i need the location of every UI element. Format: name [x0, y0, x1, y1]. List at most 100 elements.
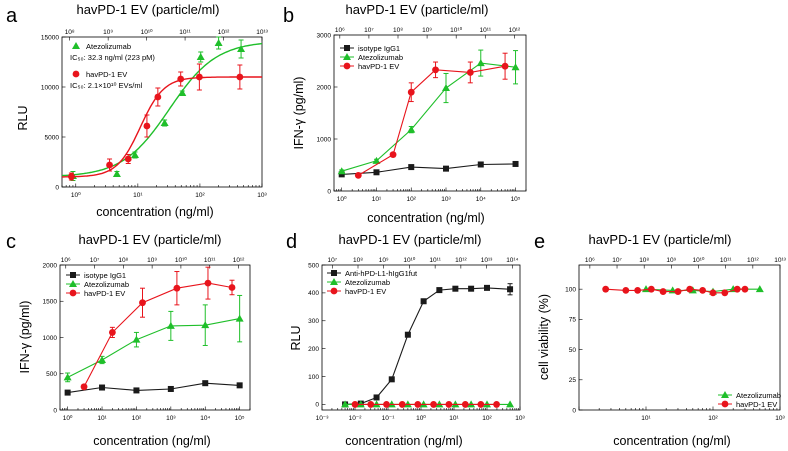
- plot-frame-b: [333, 34, 527, 192]
- legend-marker-d-0: [331, 270, 337, 276]
- plot-frame-a: [61, 36, 263, 188]
- panel-letter-e: e: [534, 231, 545, 253]
- series-e-havpd-1-ev: [602, 285, 749, 297]
- series-line-b-1: [341, 62, 516, 172]
- data-point-b-0: [512, 160, 519, 167]
- data-point-d-0: [452, 285, 459, 292]
- x-tick-label-c: 10⁴: [200, 415, 210, 422]
- data-point-d-0: [373, 394, 380, 401]
- y-axis-label-d: RLU: [289, 325, 303, 350]
- top-x-tick-label-c: 10¹¹: [204, 257, 216, 264]
- data-point-c-0: [202, 380, 209, 387]
- top-x-tick-label-e: 10¹²: [747, 257, 759, 264]
- x-axis-label-a: concentration (ng/ml): [96, 205, 213, 219]
- data-point-d-0: [468, 285, 475, 292]
- data-point-a-1: [236, 73, 244, 81]
- series-c-atezolizumab: [63, 294, 244, 383]
- top-x-tick-label-c: 10⁶: [61, 257, 71, 264]
- x-axis-label-b: concentration (ng/ml): [367, 211, 484, 225]
- data-point-a-1: [154, 93, 162, 101]
- data-point-c-1: [201, 321, 210, 329]
- legend-marker-b-1: [343, 53, 351, 60]
- data-point-a-0: [112, 170, 121, 177]
- x-axis-label-d: concentration (ng/ml): [345, 434, 462, 448]
- y-axis-label-c: IFN-γ (pg/ml): [18, 301, 32, 374]
- legend-marker-a-1: [72, 70, 80, 78]
- data-point-e-1: [699, 286, 707, 294]
- data-point-a-1: [67, 173, 75, 180]
- series-d-anti-hpd-l1-higg1fut: [342, 283, 514, 408]
- data-point-d-0: [436, 287, 443, 294]
- data-point-d-2: [461, 401, 469, 408]
- data-point-e-1: [602, 285, 610, 293]
- panel-letter-a: a: [6, 5, 18, 27]
- data-point-a-0: [178, 89, 187, 96]
- legend-label-c-2: havPD-1 EV: [84, 289, 125, 298]
- data-point-a-0: [237, 45, 246, 52]
- data-point-e-0: [755, 285, 764, 293]
- panel-letter-b: b: [283, 5, 294, 27]
- series-b-havpd-1-ev: [354, 52, 509, 179]
- top-x-tick-label-e: 10¹¹: [720, 257, 732, 264]
- legend-label-d-0: Anti-hPD-L1-hIgG1fut: [345, 269, 418, 278]
- legend-label-d-2: havPD-1 EV: [345, 287, 386, 296]
- top-x-tick-label-d: 10⁷: [327, 257, 337, 264]
- data-point-d-2: [351, 401, 359, 408]
- data-point-e-1: [622, 286, 630, 294]
- plot-area-d: 10⁻³ 10⁻² 10⁻¹ 10⁰ 10¹ 10² 10³ 10⁷ 10⁸ 10⁹ 10¹⁰ 10¹…: [308, 256, 525, 422]
- data-point-a-1: [124, 155, 132, 163]
- x-tick-label-c: 10³: [166, 415, 176, 422]
- series-b-isotype-igg1: [338, 160, 519, 178]
- data-point-c-1: [132, 335, 141, 343]
- series-b-atezolizumab: [337, 49, 520, 175]
- legend-label-a-1: havPD-1 EV: [86, 70, 127, 79]
- x-axis-label-c: concentration (ng/ml): [93, 434, 210, 448]
- data-point-c-1: [235, 314, 244, 322]
- top-x-tick-label-a: 10¹¹: [179, 29, 191, 36]
- y-tick-label-d: 100: [308, 374, 319, 381]
- top-x-tick-label-c: 10⁷: [90, 257, 100, 264]
- data-point-b-1: [476, 59, 485, 67]
- series-c-havpd-1-ev: [80, 266, 236, 391]
- panel-e: e havPD-1 EV (particle/ml) concentration…: [534, 231, 787, 448]
- legend-label-a-0: Atezolizumab: [86, 42, 131, 51]
- data-point-d-2: [477, 401, 485, 408]
- data-point-d-0: [507, 286, 514, 293]
- data-point-d-2: [367, 401, 375, 408]
- top-x-tick-label-e: 10¹³: [774, 257, 786, 264]
- data-point-e-1: [741, 285, 749, 293]
- plot-area-c: 10⁰ 10¹ 10² 10³ 10⁴ 10⁵ 10⁶ 10⁷ 10⁸ 10⁹ 10¹⁰ 10¹¹ 10…: [43, 256, 251, 422]
- top-x-tick-label-b: 10⁶: [335, 27, 345, 34]
- top-x-tick-label-c: 10⁸: [118, 257, 128, 264]
- y-tick-label-b: 1000: [317, 136, 332, 143]
- legend-sub-a-1: IC₅₀: 2.1×10¹⁰ EVs/ml: [70, 81, 143, 90]
- data-point-e-1: [634, 286, 642, 294]
- data-point-c-0: [64, 389, 71, 396]
- data-point-b-1: [511, 63, 520, 71]
- data-point-e-1: [709, 289, 717, 297]
- data-point-d-2: [398, 401, 406, 408]
- series-a-havpd-1-ev: [62, 63, 262, 181]
- plot-area-e: 10¹ 10² 10³ 10⁶ 10⁷ 10⁸ 10⁹ 10¹⁰ 10¹¹ 10¹² 10¹³ 0 25…: [565, 256, 786, 422]
- top-x-tick-label-b: 10⁸: [393, 27, 403, 34]
- x-tick-label-b: 10⁵: [511, 196, 521, 203]
- data-point-d-0: [420, 298, 427, 305]
- y-tick-label-e: 50: [569, 347, 577, 354]
- y-tick-label-a: 10000: [41, 84, 59, 91]
- legend-label-e-1: havPD-1 EV: [736, 400, 777, 409]
- top-x-tick-label-a: 10¹⁰: [141, 28, 153, 36]
- top-x-tick-label-b: 10¹²: [509, 27, 521, 34]
- legend-marker-a-0: [72, 42, 80, 49]
- legend-sub-a-0: IC₅₀: 32.3 ng/ml (223 pM): [70, 53, 155, 62]
- data-point-b-1: [372, 156, 381, 164]
- y-tick-label-a: 15000: [41, 34, 59, 41]
- panel-c: c havPD-1 EV (particle/ml) concentration…: [6, 231, 251, 448]
- x-tick-label-d: 10²: [482, 415, 492, 422]
- series-c-isotype-igg1: [64, 380, 243, 396]
- data-point-d-2: [493, 401, 500, 408]
- top-x-tick-label-a: 10¹²: [218, 29, 230, 36]
- top-x-tick-label-b: 10⁷: [364, 27, 374, 34]
- y-axis-label-a: RLU: [16, 105, 30, 130]
- data-point-a-1: [106, 161, 113, 169]
